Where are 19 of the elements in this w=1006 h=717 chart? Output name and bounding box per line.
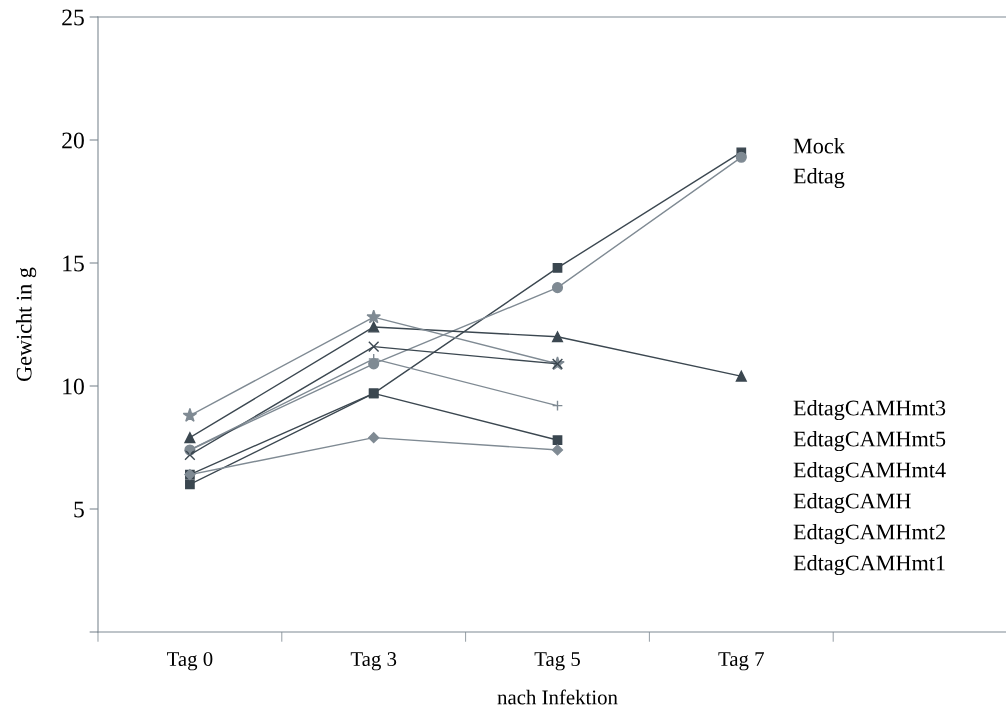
annotation: Mock (793, 137, 845, 154)
x-axis-title: nach Infektion (497, 689, 618, 705)
y-tick-label: 25 (62, 9, 84, 26)
annotation: EdtagCAMHmt3 (793, 399, 946, 421)
annotation: EdtagCAMHmt5 (793, 430, 946, 452)
annotation: EdtagCAMHmt2 (793, 523, 945, 545)
x-tick-label: Tag 5 (534, 652, 580, 671)
annotation: EdtagCAMH (793, 492, 911, 514)
x-tick-label: Tag 7 (718, 652, 764, 671)
y-tick-label: 10 (63, 378, 84, 395)
y-tick-label: 5 (74, 501, 84, 518)
y-axis-title: Gewicht in g (15, 267, 37, 381)
annotation: EdtagCAMHmt1 (793, 554, 945, 576)
annotation: EdtagCAMHmt4 (793, 461, 946, 483)
annotation: Edtag (793, 167, 845, 189)
y-tick-label: 20 (62, 132, 84, 149)
x-tick-label: Tag 0 (167, 651, 213, 671)
y-tick-label: 15 (63, 255, 84, 272)
x-tick-label: Tag 3 (350, 652, 397, 671)
